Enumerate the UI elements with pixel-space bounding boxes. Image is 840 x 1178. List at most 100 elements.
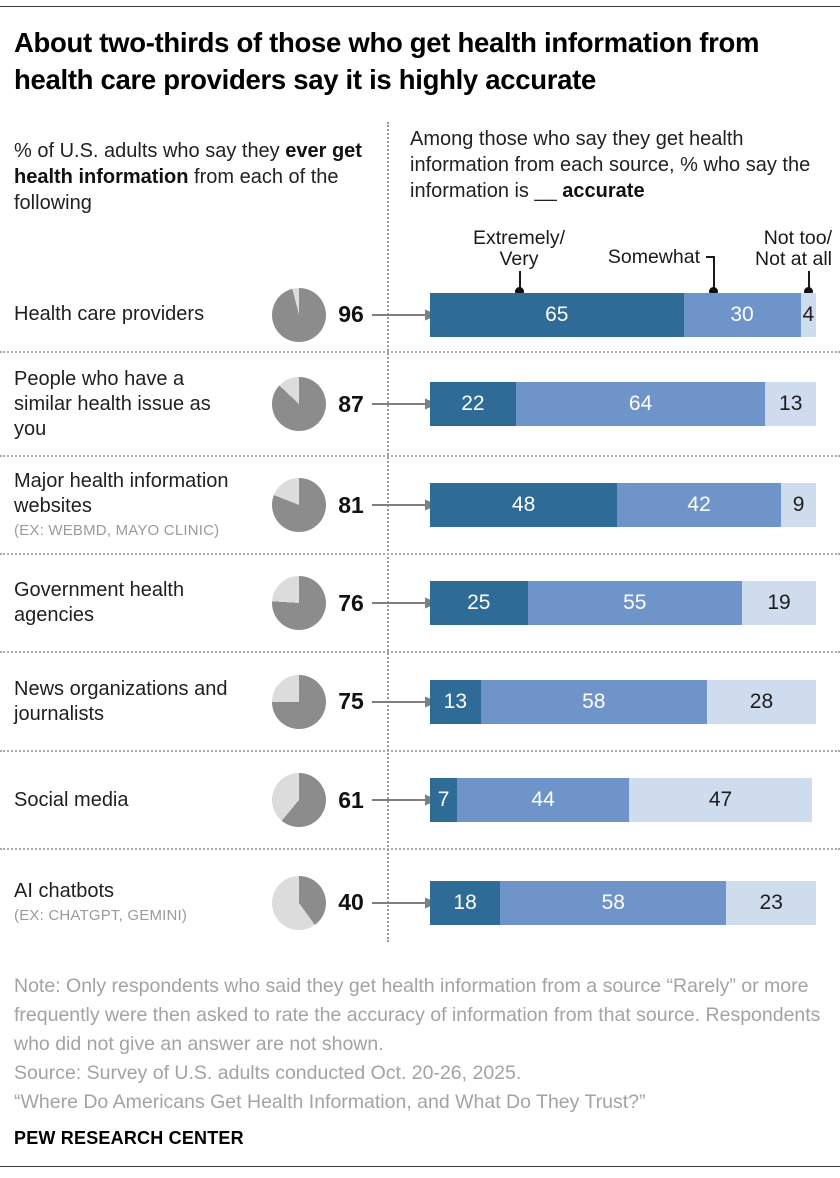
source-label: AI chatbots xyxy=(14,880,115,902)
ever-get-percent: 81 xyxy=(338,491,364,518)
ever-get-percent: 75 xyxy=(338,688,364,714)
segment-somewhat: 30 xyxy=(683,292,801,337)
ever-get-percent: 40 xyxy=(338,889,364,915)
pie-chart-icon xyxy=(272,674,326,729)
rows: Health care providers 96 65 30 4 People who h… xyxy=(0,278,840,955)
segment-extremely-very: 22 xyxy=(430,382,516,426)
segment-somewhat: 55 xyxy=(527,581,742,625)
row-label-column: News organizations and journalists xyxy=(0,677,250,727)
row-label-column: Health care providers xyxy=(0,302,250,327)
segment-not-too: 47 xyxy=(628,778,813,822)
bottom-rule xyxy=(0,1166,840,1167)
right-subtitle-pre: Among those who say they get health info… xyxy=(410,128,811,202)
right-subtitle-bold: accurate xyxy=(562,180,645,202)
legend-somewhat: Somewhat xyxy=(607,246,700,268)
right-arrow-icon xyxy=(372,794,438,806)
segment-somewhat: 44 xyxy=(457,778,629,822)
ever-get-column: 61 xyxy=(250,773,438,827)
segment-not-too: 28 xyxy=(706,679,817,724)
ever-get-column: 75 xyxy=(250,674,438,729)
segment-extremely-very: 65 xyxy=(430,292,684,337)
ever-get-column: 87 xyxy=(250,377,438,431)
segment-extremely-very: 18 xyxy=(430,880,501,925)
legend-not-too-line1: Not too/ xyxy=(763,227,832,249)
accuracy-stacked-bar: 13 58 28 xyxy=(430,679,817,724)
chart-row: People who have a similar health issue a… xyxy=(0,353,840,457)
note-text: Note: Only respondents who said they get… xyxy=(14,975,821,1055)
segment-somewhat: 58 xyxy=(480,679,707,724)
ever-get-percent: 76 xyxy=(338,589,364,616)
row-label-column: People who have a similar health issue a… xyxy=(0,367,250,442)
source-sublabel: (EX: CHATGPT, GEMINI) xyxy=(14,907,188,924)
row-label-column: AI chatbots (EX: CHATGPT, GEMINI) xyxy=(0,879,250,926)
source-text: Source: Survey of U.S. adults conducted … xyxy=(14,1062,522,1084)
vertical-dotted-divider xyxy=(387,122,389,942)
left-subtitle-bold: ever get health information xyxy=(14,140,362,188)
accuracy-stacked-bar: 65 30 4 xyxy=(430,292,817,337)
segment-not-too: 23 xyxy=(726,880,817,925)
chart-row: AI chatbots (EX: CHATGPT, GEMINI) 40 18 58 23 xyxy=(0,850,840,955)
row-label-column: Major health information websites (EX: WE… xyxy=(0,469,250,541)
left-subtitle-pre: % of U.S. adults who say they xyxy=(14,140,286,162)
legend-not-too: Not too/ Not at all xyxy=(708,228,832,270)
chart-row: Social media 61 7 44 47 xyxy=(0,752,840,850)
legend-not-too-leader-line xyxy=(808,271,810,290)
chart-row: News organizations and journalists 75 13 58… xyxy=(0,653,840,752)
legend-not-too-dot xyxy=(804,287,813,296)
right-arrow-icon xyxy=(372,897,438,908)
row-label-column: Government health agencies xyxy=(0,578,250,628)
legend-extremely-line1: Extremely/ xyxy=(472,227,566,249)
segment-extremely-very: 13 xyxy=(430,679,481,724)
segment-extremely-very: 48 xyxy=(430,483,618,527)
ever-get-column: 81 xyxy=(250,478,438,532)
legend-somewhat-dot xyxy=(709,287,718,296)
row-label-column: Social media xyxy=(0,788,250,813)
pie-chart-icon xyxy=(272,478,326,532)
pie-chart-icon xyxy=(272,773,326,827)
ever-get-percent: 96 xyxy=(338,301,364,327)
top-rule xyxy=(0,6,840,7)
segment-extremely-very: 7 xyxy=(430,778,458,822)
right-arrow-icon xyxy=(372,597,438,609)
source-label: Social media xyxy=(14,788,129,811)
source-label: People who have a similar health issue a… xyxy=(14,367,211,440)
ever-get-percent: 87 xyxy=(338,390,364,417)
segment-not-too: 4 xyxy=(800,292,817,337)
source-label: Health care providers xyxy=(14,303,205,325)
ever-get-column: 96 xyxy=(250,287,438,342)
ever-get-column: 76 xyxy=(250,576,438,630)
legend-somewhat-leader-elbow xyxy=(706,256,715,258)
left-subtitle-post: from each of the following xyxy=(14,166,339,214)
report-title-text: “Where Do Americans Get Health Informati… xyxy=(14,1091,646,1113)
segment-not-too: 9 xyxy=(780,483,817,527)
accuracy-stacked-bar: 7 44 47 xyxy=(430,778,813,822)
pie-chart-icon xyxy=(272,287,326,342)
page-title: About two-thirds of those who get health… xyxy=(14,27,760,95)
segment-extremely-very: 25 xyxy=(430,581,528,625)
segment-not-too: 19 xyxy=(742,581,817,625)
legend-extremely-very: Extremely/ Very xyxy=(448,228,590,270)
segment-not-too: 13 xyxy=(765,382,817,426)
chart-row: Government health agencies 76 25 55 19 xyxy=(0,555,840,653)
pie-chart-icon xyxy=(272,576,326,630)
legend-extremely-leader-line xyxy=(519,271,521,290)
ever-get-percent: 61 xyxy=(338,786,364,813)
left-subtitle: % of U.S. adults who say they ever get h… xyxy=(14,138,366,216)
accuracy-stacked-bar: 22 64 13 xyxy=(430,382,817,426)
accuracy-stacked-bar: 25 55 19 xyxy=(430,581,817,625)
source-sublabel: (EX: WEBMD, MAYO CLINIC) xyxy=(14,522,220,539)
chart-row: Health care providers 96 65 30 4 xyxy=(0,278,840,353)
chart-row: Major health information websites (EX: WE… xyxy=(0,457,840,555)
source-label: News organizations and journalists xyxy=(14,677,228,725)
accuracy-stacked-bar: 18 58 23 xyxy=(430,880,817,925)
segment-somewhat: 42 xyxy=(617,483,781,527)
legend-not-too-line2: Not at all xyxy=(755,248,832,270)
legend-extremely-dot xyxy=(515,287,524,296)
right-arrow-icon xyxy=(372,398,438,410)
source-label: Government health agencies xyxy=(14,579,185,626)
segment-somewhat: 58 xyxy=(500,880,727,925)
right-subtitle: Among those who say they get health info… xyxy=(410,126,834,204)
source-label: Major health information websites xyxy=(14,470,229,517)
right-arrow-icon xyxy=(372,696,438,707)
